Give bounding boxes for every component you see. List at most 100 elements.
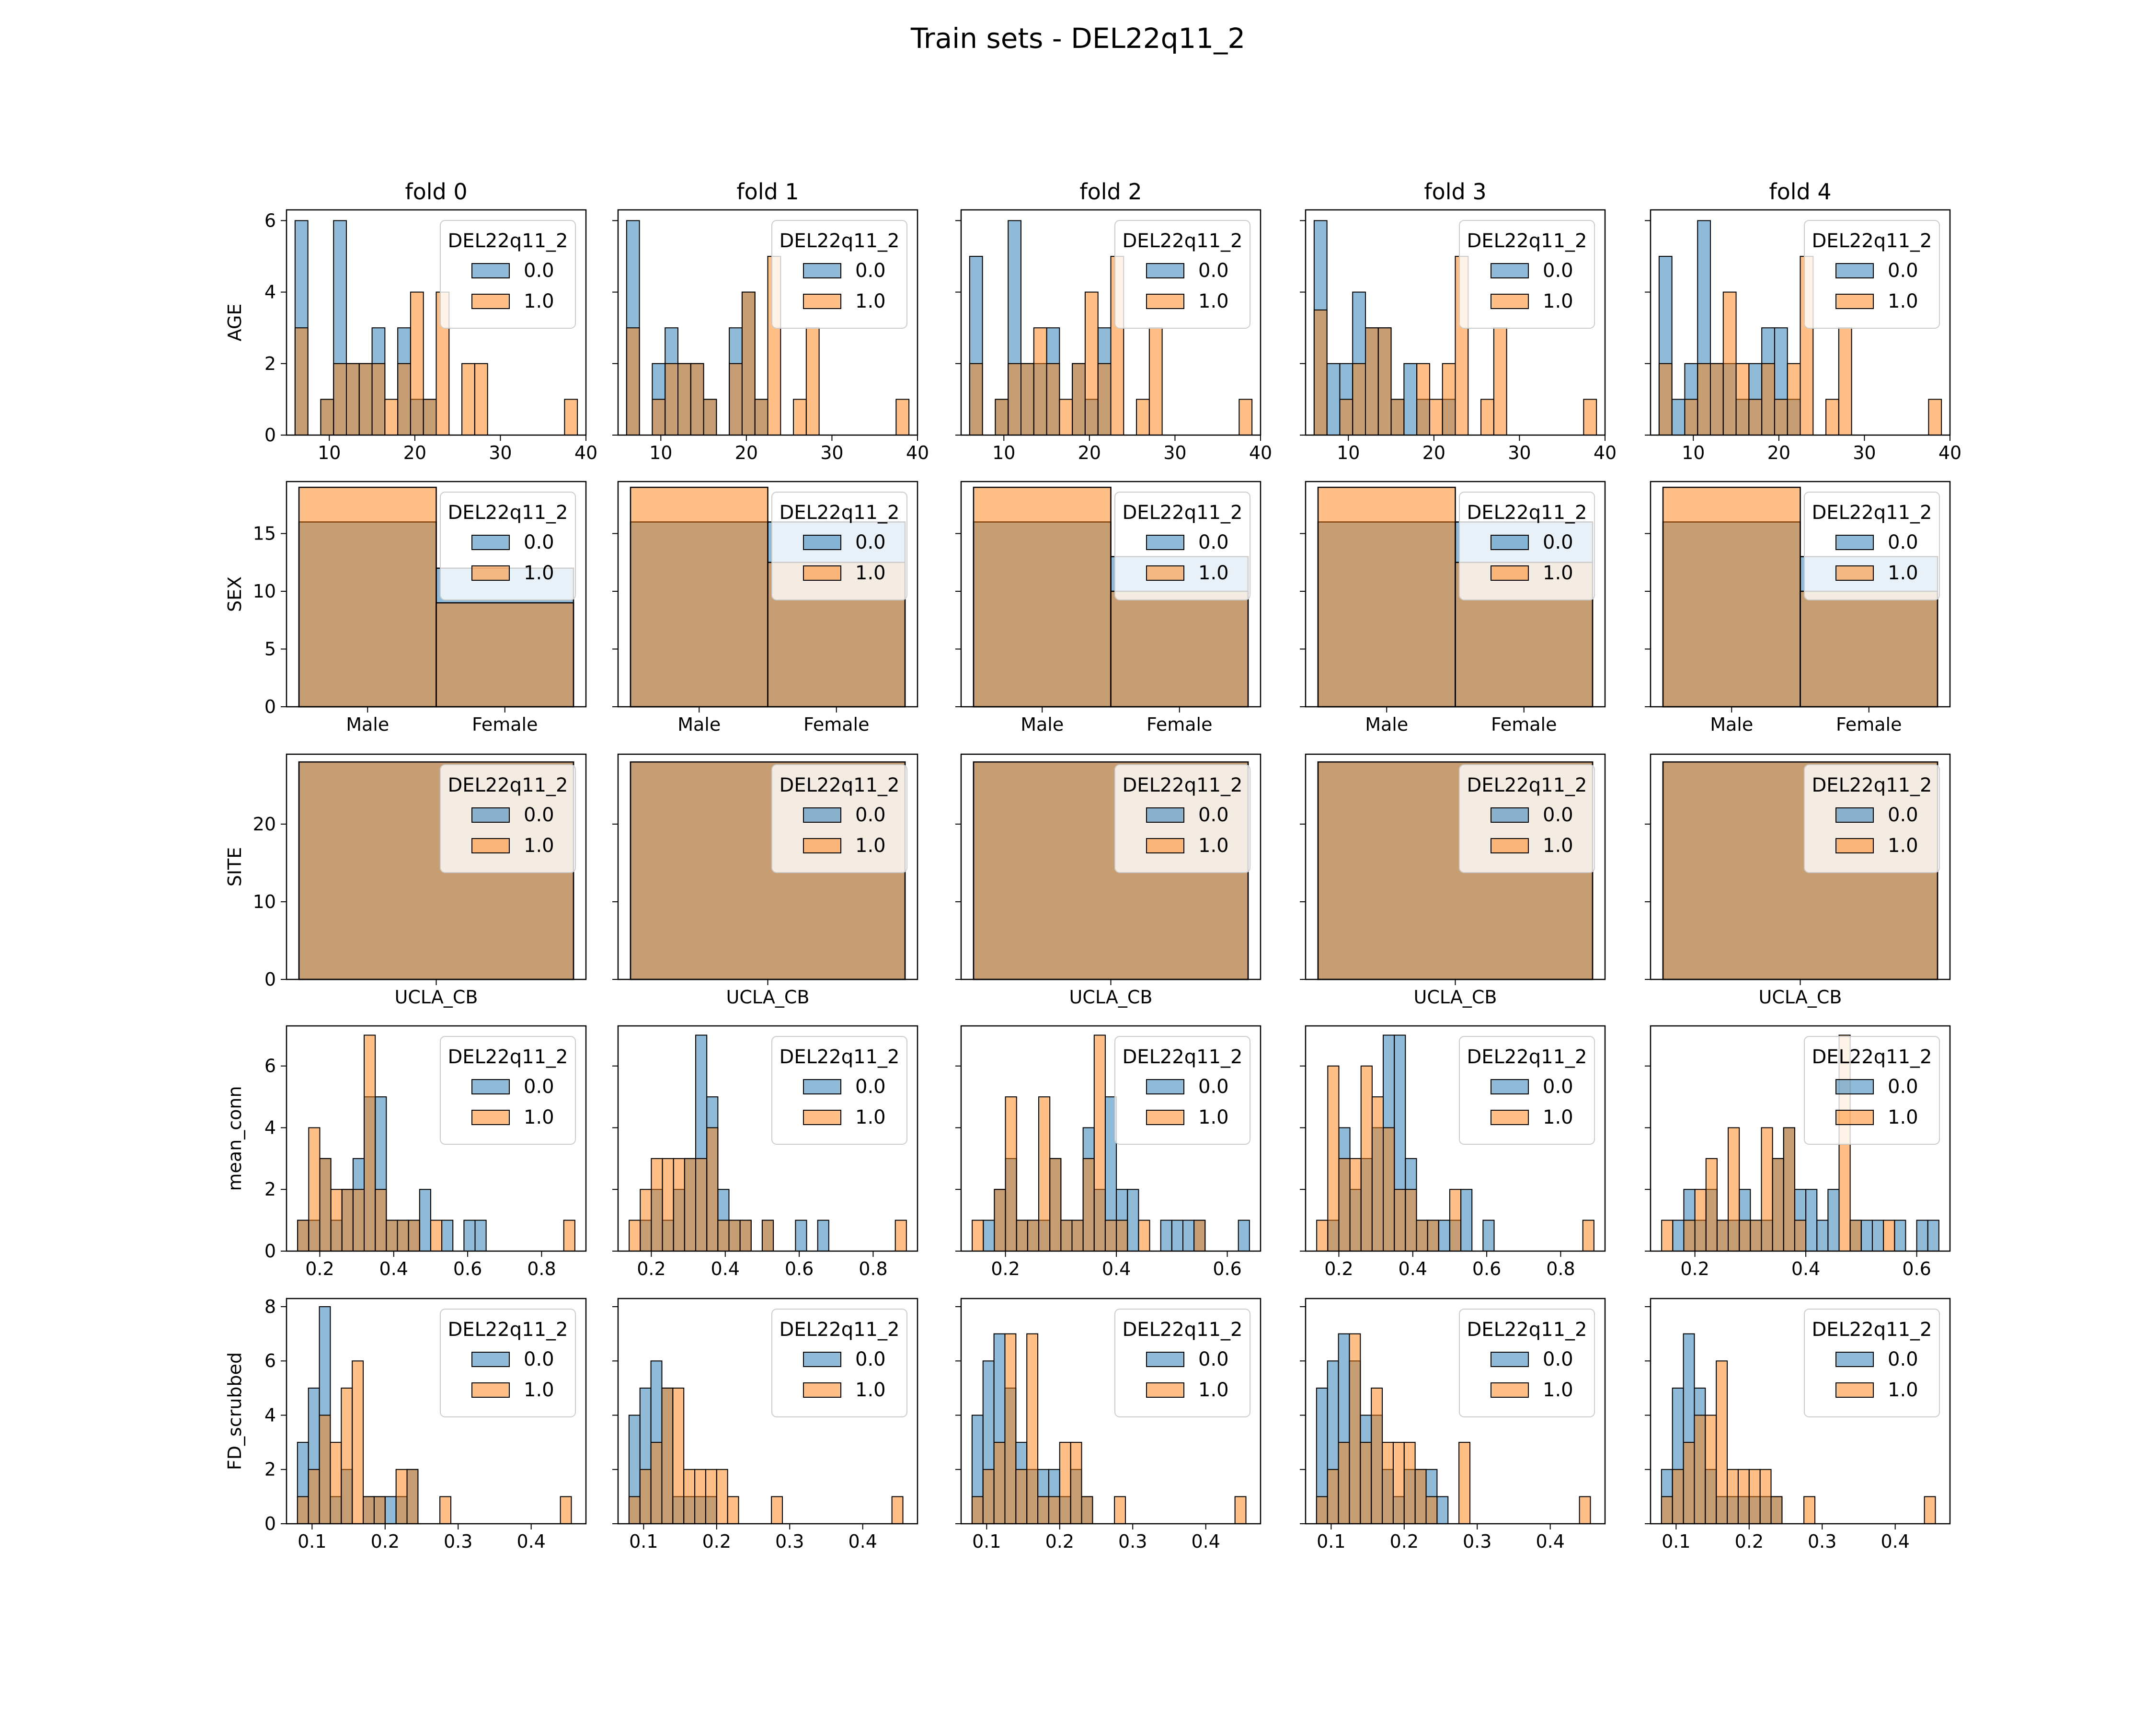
x-tick-label-Female: Female bbox=[1836, 714, 1902, 735]
column-titles: fold 0 fold 1 fold 2 fold 3 fold 4 bbox=[405, 179, 1831, 205]
legend-title: DEL22q11_2 bbox=[448, 230, 568, 252]
y-tick-label: 10 bbox=[253, 891, 276, 912]
legend: DEL22q11_2 0.0 1.0 bbox=[771, 1309, 907, 1417]
bar-mean_conn-fold-2-series-1.0-bin-7 bbox=[1049, 1158, 1062, 1252]
x-tick-label: 10 bbox=[318, 442, 341, 463]
subplot-AGE-fold-2: 10 20 30 40 DEL22q11_2 0.0 1.0 bbox=[955, 209, 1272, 463]
bar-FD_scrubbed-fold-0-series-1.0-bin-6 bbox=[363, 1496, 375, 1525]
legend-swatch-1.0 bbox=[803, 1110, 841, 1125]
subplot-FD_scrubbed-fold-3: 0.1 0.2 0.3 0.4 DEL22q11_2 0.0 1.0 bbox=[1300, 1298, 1606, 1552]
bar-mean_conn-fold-1-series-1.0-bin-12 bbox=[761, 1219, 774, 1252]
x-tick-label: 0.3 bbox=[775, 1531, 804, 1552]
x-tick-label: 0.2 bbox=[1680, 1258, 1709, 1279]
x-tick-label-Male: Male bbox=[1710, 714, 1753, 735]
y-axis-label-SITE: SITE bbox=[224, 847, 245, 887]
bar-mean_conn-fold-3-series-1.0-bin-3 bbox=[1349, 1158, 1362, 1252]
subplot-SEX-fold-1: Male Female DEL22q11_2 0.0 1.0 bbox=[612, 481, 918, 735]
legend-title: DEL22q11_2 bbox=[1123, 1319, 1243, 1341]
axes-frame bbox=[286, 753, 587, 980]
bar-mean_conn-fold-1-series-1.0-bin-5 bbox=[684, 1158, 697, 1252]
x-tick-label: 0.2 bbox=[1735, 1531, 1764, 1552]
y-tick-label: 0 bbox=[264, 1513, 276, 1534]
bar-mean_conn-fold-3-series-1.0-bin-12 bbox=[1449, 1189, 1462, 1252]
bar-AGE-fold-3-series-1.0-bin-3 bbox=[1352, 363, 1366, 436]
legend-swatch-1.0 bbox=[1146, 838, 1184, 853]
subplot-FD_scrubbed-fold-0: 0.1 0.2 0.3 0.4 0 2 4 6 8 FD_scrubbed DEL22q11_2 0.… bbox=[224, 1296, 587, 1552]
legend-swatch-1.0 bbox=[471, 1382, 510, 1398]
x-tick-label: 0.4 bbox=[1399, 1258, 1427, 1279]
bar-AGE-fold-4-series-1.0-bin-3 bbox=[1697, 363, 1711, 436]
bar-FD_scrubbed-fold-2-series-1.0-bin-3 bbox=[1004, 1333, 1017, 1525]
bar-mean_conn-fold-0-series-1.0-bin-6 bbox=[364, 1035, 376, 1252]
legend-swatch-0.0 bbox=[471, 535, 510, 550]
x-tick-label: 40 bbox=[1938, 442, 1961, 463]
legend: DEL22q11_2 0.0 1.0 bbox=[1804, 492, 1940, 600]
axes-frame bbox=[617, 753, 918, 980]
legend-swatch-1.0 bbox=[471, 838, 510, 853]
y-tick-label: 0 bbox=[264, 969, 276, 990]
bar-FD_scrubbed-fold-1-series-1.0-bin-4 bbox=[672, 1387, 685, 1524]
bar-mean_conn-fold-2-series-1.0-bin-13 bbox=[1116, 1219, 1128, 1252]
x-tick-label: 0.4 bbox=[1536, 1531, 1564, 1552]
legend-label-1.0: 1.0 bbox=[1888, 562, 1918, 584]
x-tick-label-Female: Female bbox=[1147, 714, 1212, 735]
legend-swatch-1.0 bbox=[1835, 1110, 1874, 1125]
subplot-mean_conn-fold-4: 0.2 0.4 0.6 DEL22q11_2 0.0 1.0 bbox=[1645, 1025, 1951, 1279]
bar-mean_conn-fold-0-series-1.0-bin-9 bbox=[397, 1219, 409, 1252]
bar-mean_conn-fold-2-series-1.0-bin-2 bbox=[994, 1189, 1006, 1252]
bar-AGE-fold-3-series-1.0-bin-0 bbox=[1313, 309, 1328, 436]
x-tick-label: 30 bbox=[820, 442, 843, 463]
bar-mean_conn-fold-1-series-1.0-bin-10 bbox=[739, 1219, 752, 1252]
legend-label-0.0: 0.0 bbox=[1543, 804, 1573, 826]
legend-swatch-1.0 bbox=[1491, 838, 1529, 853]
legend-label-1.0: 1.0 bbox=[524, 1379, 554, 1401]
bar-FD_scrubbed-fold-4-series-1.0-bin-5 bbox=[1716, 1360, 1728, 1524]
bar-mean_conn-fold-1-series-1.0-bin-0 bbox=[629, 1219, 641, 1252]
subplot-AGE-fold-0: 10 20 30 40 0 2 4 6 AGE DEL22q11_2 0.0 1.0 bbox=[224, 209, 597, 463]
bar-AGE-fold-0-series-1.0-bin-8 bbox=[397, 363, 411, 436]
subplot-AGE-fold-1: 10 20 30 40 DEL22q11_2 0.0 1.0 bbox=[612, 209, 929, 463]
legend-title: DEL22q11_2 bbox=[448, 1319, 568, 1341]
bar-mean_conn-fold-4-series-0.0-bin-21 bbox=[1894, 1219, 1906, 1252]
legend-swatch-1.0 bbox=[803, 565, 841, 581]
legend-swatch-0.0 bbox=[1146, 1352, 1184, 1367]
x-tick-label: 20 bbox=[735, 442, 758, 463]
x-tick-label: 0.4 bbox=[1191, 1531, 1220, 1552]
legend-swatch-1.0 bbox=[1146, 565, 1184, 581]
legend-swatch-1.0 bbox=[1146, 1110, 1184, 1125]
bar-FD_scrubbed-fold-1-series-1.0-bin-24 bbox=[891, 1496, 904, 1525]
x-tick-label: 40 bbox=[1249, 442, 1272, 463]
x-tick-label: 0.4 bbox=[711, 1258, 740, 1279]
bar-AGE-fold-4-series-1.0-bin-8 bbox=[1761, 363, 1775, 436]
bar-FD_scrubbed-fold-3-series-1.0-bin-7 bbox=[1392, 1442, 1405, 1524]
legend-label-1.0: 1.0 bbox=[524, 1106, 554, 1128]
legend-label-0.0: 0.0 bbox=[855, 531, 886, 553]
legend-swatch-1.0 bbox=[1491, 294, 1529, 309]
subplot-SEX-fold-4: Male Female DEL22q11_2 0.0 1.0 bbox=[1645, 481, 1951, 735]
legend: DEL22q11_2 0.0 1.0 bbox=[1114, 492, 1250, 600]
y-tick-label: 2 bbox=[264, 353, 276, 374]
legend: DEL22q11_2 0.0 1.0 bbox=[771, 492, 907, 600]
legend-label-0.0: 0.0 bbox=[1543, 260, 1573, 282]
subplot-mean_conn-fold-1: 0.2 0.4 0.6 0.8 DEL22q11_2 0.0 1.0 bbox=[612, 1025, 918, 1279]
bar-FD_scrubbed-fold-4-series-1.0-bin-1 bbox=[1672, 1469, 1684, 1525]
legend: DEL22q11_2 0.0 1.0 bbox=[1459, 492, 1595, 600]
bar-FD_scrubbed-fold-1-series-1.0-bin-0 bbox=[628, 1496, 641, 1525]
bar-FD_scrubbed-fold-1-series-1.0-bin-9 bbox=[727, 1496, 739, 1525]
legend-label-1.0: 1.0 bbox=[855, 290, 886, 312]
x-tick-label: 0.1 bbox=[298, 1531, 326, 1552]
x-tick-label: 0.3 bbox=[1463, 1531, 1491, 1552]
bar-FD_scrubbed-fold-2-series-1.0-bin-0 bbox=[971, 1496, 984, 1525]
bar-FD_scrubbed-fold-3-series-1.0-bin-0 bbox=[1316, 1496, 1328, 1525]
bar-mean_conn-fold-4-series-1.0-bin-9 bbox=[1761, 1127, 1773, 1252]
bar-FD_scrubbed-fold-1-series-1.0-bin-8 bbox=[716, 1469, 728, 1525]
axes-frame bbox=[1305, 753, 1606, 980]
bar-AGE-fold-2-series-1.0-bin-6 bbox=[1046, 363, 1060, 436]
bar-mean_conn-fold-3-series-1.0-bin-4 bbox=[1360, 1065, 1373, 1252]
bar-mean_conn-fold-2-series-0.0-bin-1 bbox=[983, 1219, 995, 1252]
legend-swatch-0.0 bbox=[1146, 807, 1184, 823]
x-tick-label: 0.3 bbox=[1808, 1531, 1836, 1552]
y-tick-label: 10 bbox=[253, 581, 276, 602]
subplot-SITE-fold-2: UCLA_CB DEL22q11_2 0.0 1.0 bbox=[955, 753, 1261, 1008]
legend-label-0.0: 0.0 bbox=[855, 260, 886, 282]
